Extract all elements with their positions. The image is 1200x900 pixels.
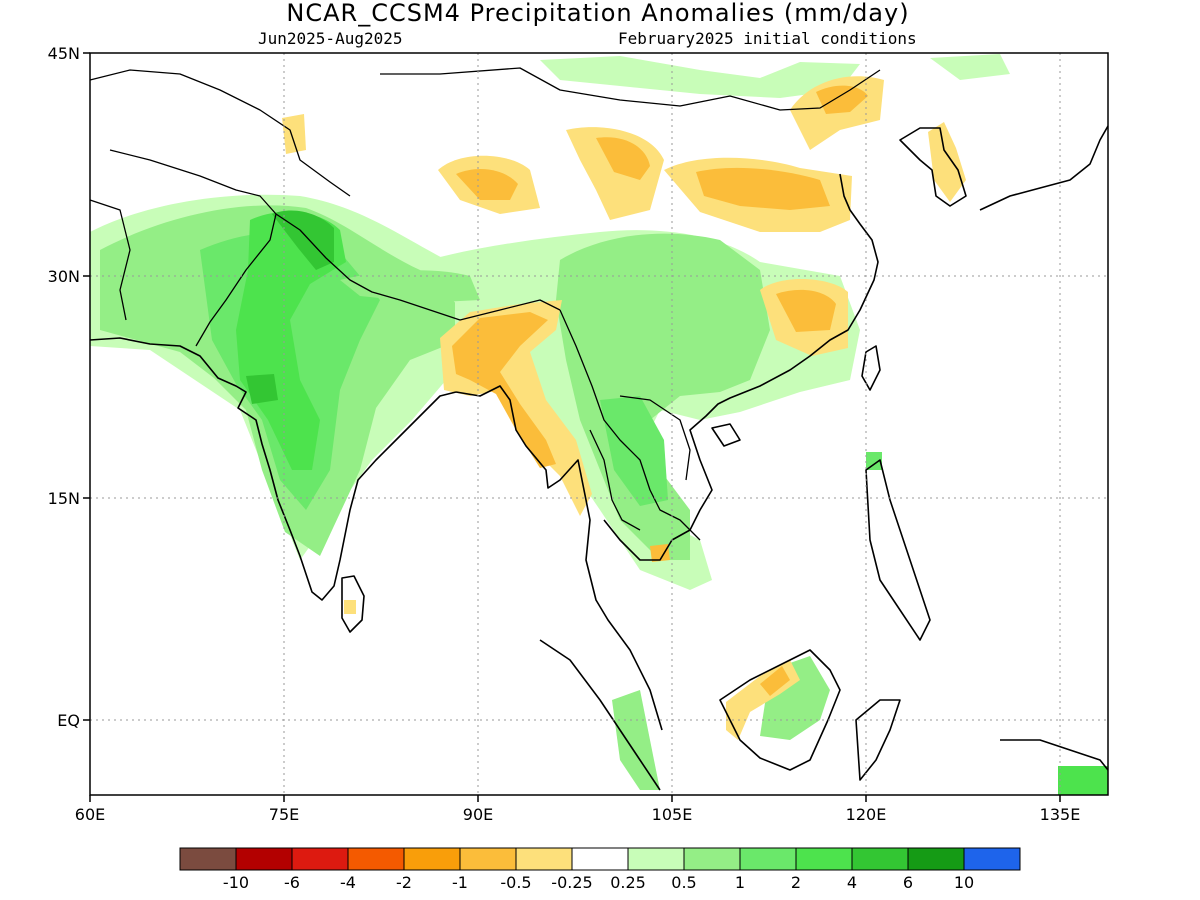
philippines-coastline <box>865 459 931 641</box>
colorbar-swatch <box>459 847 517 871</box>
x-tick-label-120e: 120E <box>846 805 887 824</box>
country-borders <box>89 67 881 541</box>
map-title: NCAR_CCSM4 Precipitation Anomalies (mm/d… <box>286 0 909 27</box>
colorbar-label: 6 <box>903 873 913 892</box>
central-india-peak-wet-field <box>246 374 278 404</box>
himalaya-border <box>275 213 561 321</box>
colorbar-swatch <box>851 847 909 871</box>
china-mongolia-border <box>380 67 881 111</box>
y-axis: 45N 30N 15N EQ <box>48 44 90 730</box>
colorbar-label: 0.5 <box>671 873 696 892</box>
x-tick-label-90e: 90E <box>463 805 493 824</box>
initial-conditions-label: February2025 initial conditions <box>618 29 917 48</box>
colorbar-label: 1 <box>735 873 745 892</box>
colorbar-label: -2 <box>396 873 412 892</box>
colorbar-swatch <box>739 847 797 871</box>
colorbar-swatch <box>291 847 349 871</box>
myanmar-core-dry-field <box>452 312 556 468</box>
tibet-small-dry-field <box>282 114 306 154</box>
korea-coastline <box>899 127 967 207</box>
x-tick-label-105e: 105E <box>652 805 693 824</box>
colorbar-label: -0.25 <box>551 873 592 892</box>
colorbar-swatch <box>347 847 405 871</box>
colorbar: -10 -6 -4 -2 -1 -0.5 -0.25 0.25 0.5 1 2 4 6 10 <box>179 847 1021 892</box>
y-tick-label-eq: EQ <box>57 711 80 730</box>
borneo-core-dry-field <box>760 666 790 696</box>
colorbar-swatch <box>571 847 629 871</box>
thailand-border <box>589 429 641 531</box>
colorbar-swatch <box>627 847 685 871</box>
manchuria-core-dry-field <box>816 85 868 114</box>
colorbar-swatch <box>403 847 461 871</box>
gobi-core-dry-field <box>596 137 650 180</box>
colorbar-label: -10 <box>223 873 249 892</box>
map-panel <box>89 52 1109 796</box>
x-tick-label-135e: 135E <box>1040 805 1081 824</box>
bay-of-bengal-coastline <box>455 385 663 731</box>
iran-border <box>89 199 131 321</box>
tibet-wet-band <box>340 270 480 302</box>
laos-vietnam-border <box>619 395 691 481</box>
colorbar-swatch <box>963 847 1021 871</box>
mongolia-wet-field <box>540 56 860 98</box>
season-label: Jun2025-Aug2025 <box>258 29 403 48</box>
y-tick-label-15n: 15N <box>48 489 80 508</box>
hainan-coastline <box>711 423 741 447</box>
sumatra-coastline <box>539 639 661 791</box>
borneo-coastline <box>719 649 841 771</box>
south-china-core-dry-field <box>776 289 836 332</box>
colorbar-label: -1 <box>452 873 468 892</box>
sri-lanka-coastline <box>341 575 365 633</box>
tarim-core-dry-field <box>456 169 518 200</box>
north-china-core-dry-field <box>696 167 830 210</box>
positive-anomaly-fields <box>90 54 1108 795</box>
indochina-borders <box>559 309 701 541</box>
colorbar-label: -0.5 <box>500 873 531 892</box>
indochina-moderate-wet-field <box>600 396 668 506</box>
new-guinea-wet-field <box>1058 766 1108 795</box>
colorbar-swatch <box>795 847 853 871</box>
colorbar-label: 10 <box>954 873 974 892</box>
colorbar-label: 2 <box>791 873 801 892</box>
new-guinea-coastline <box>1000 739 1109 771</box>
indochina-coastline <box>603 173 879 561</box>
sumatra-wet-field <box>612 690 660 790</box>
colorbar-label: 4 <box>847 873 857 892</box>
sri-lanka-dry-field <box>344 600 356 614</box>
sulawesi-coastline <box>855 699 901 781</box>
taiwan-coastline <box>861 345 881 391</box>
himalaya-peak-wet-field <box>272 210 334 270</box>
philippines-wet-field <box>866 452 882 470</box>
cambodia-dry-field <box>650 544 670 562</box>
japan-coastline <box>979 125 1109 211</box>
y-tick-label-45n: 45N <box>48 44 80 63</box>
colorbar-swatch <box>235 847 293 871</box>
colorbar-swatch <box>515 847 573 871</box>
colorbar-swatch <box>907 847 965 871</box>
y-tick-label-30n: 30N <box>48 267 80 286</box>
map-frame <box>89 52 1109 796</box>
central-asia-borders <box>89 69 351 197</box>
colorbar-label: 0.25 <box>610 873 646 892</box>
colorbar-label: -6 <box>284 873 300 892</box>
x-tick-label-75e: 75E <box>269 805 299 824</box>
china-indochina-wet-field <box>556 233 770 560</box>
colorbar-label: -4 <box>340 873 356 892</box>
colorbar-swatch <box>179 847 237 871</box>
colorbar-swatch <box>683 847 741 871</box>
x-axis: 60E 75E 90E 105E 120E 135E <box>75 795 1081 824</box>
northeast-wet-field <box>930 54 1010 80</box>
gridlines <box>90 53 1108 795</box>
korea-dry-field <box>928 122 966 202</box>
x-tick-label-60e: 60E <box>75 805 105 824</box>
